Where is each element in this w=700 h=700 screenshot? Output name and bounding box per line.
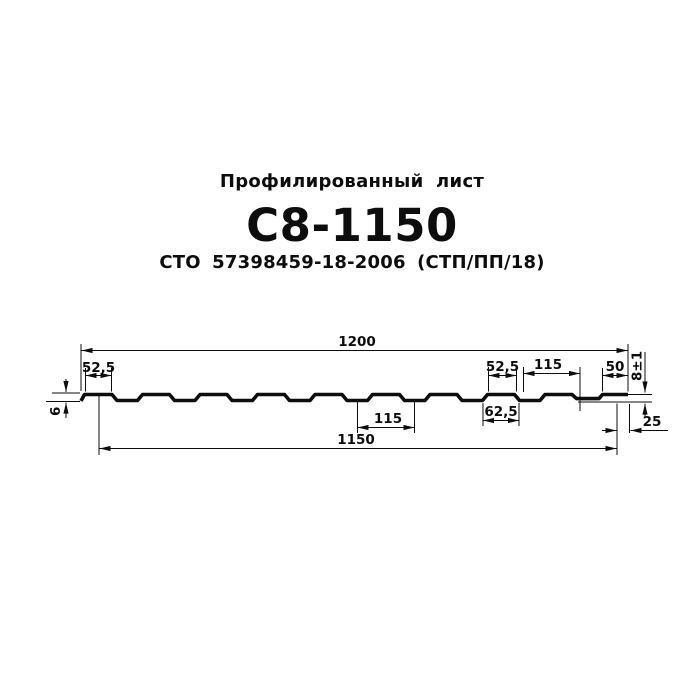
dim-overall-width: 1200 (338, 334, 376, 350)
dim-left-edge-height: 6 (48, 407, 64, 416)
dim-left-rib-top: 52,5 (82, 360, 115, 376)
dim-working-width: 1150 (337, 432, 375, 448)
dim-rib-pitch-top: 115 (534, 357, 562, 373)
dimension-lines (63, 347, 668, 452)
profile-model-title: С8-1150 (246, 199, 458, 252)
standard-reference: СТО 57398459-18-2006 (СТП/ПП/18) (159, 252, 545, 273)
dim-right-rib-top: 52,5 (486, 359, 519, 375)
product-type-heading: Профилированный лист (219, 171, 485, 192)
dim-sheet-height: 8±1 (630, 351, 646, 381)
dim-right-end-flat: 50 (606, 359, 625, 375)
dim-rib-base: 62,5 (484, 404, 517, 420)
extension-lines (46, 344, 652, 455)
sheet-profile-outline (79, 392, 628, 403)
dim-rib-pitch-bottom: 115 (374, 411, 402, 427)
dim-overlap: 25 (643, 414, 662, 430)
